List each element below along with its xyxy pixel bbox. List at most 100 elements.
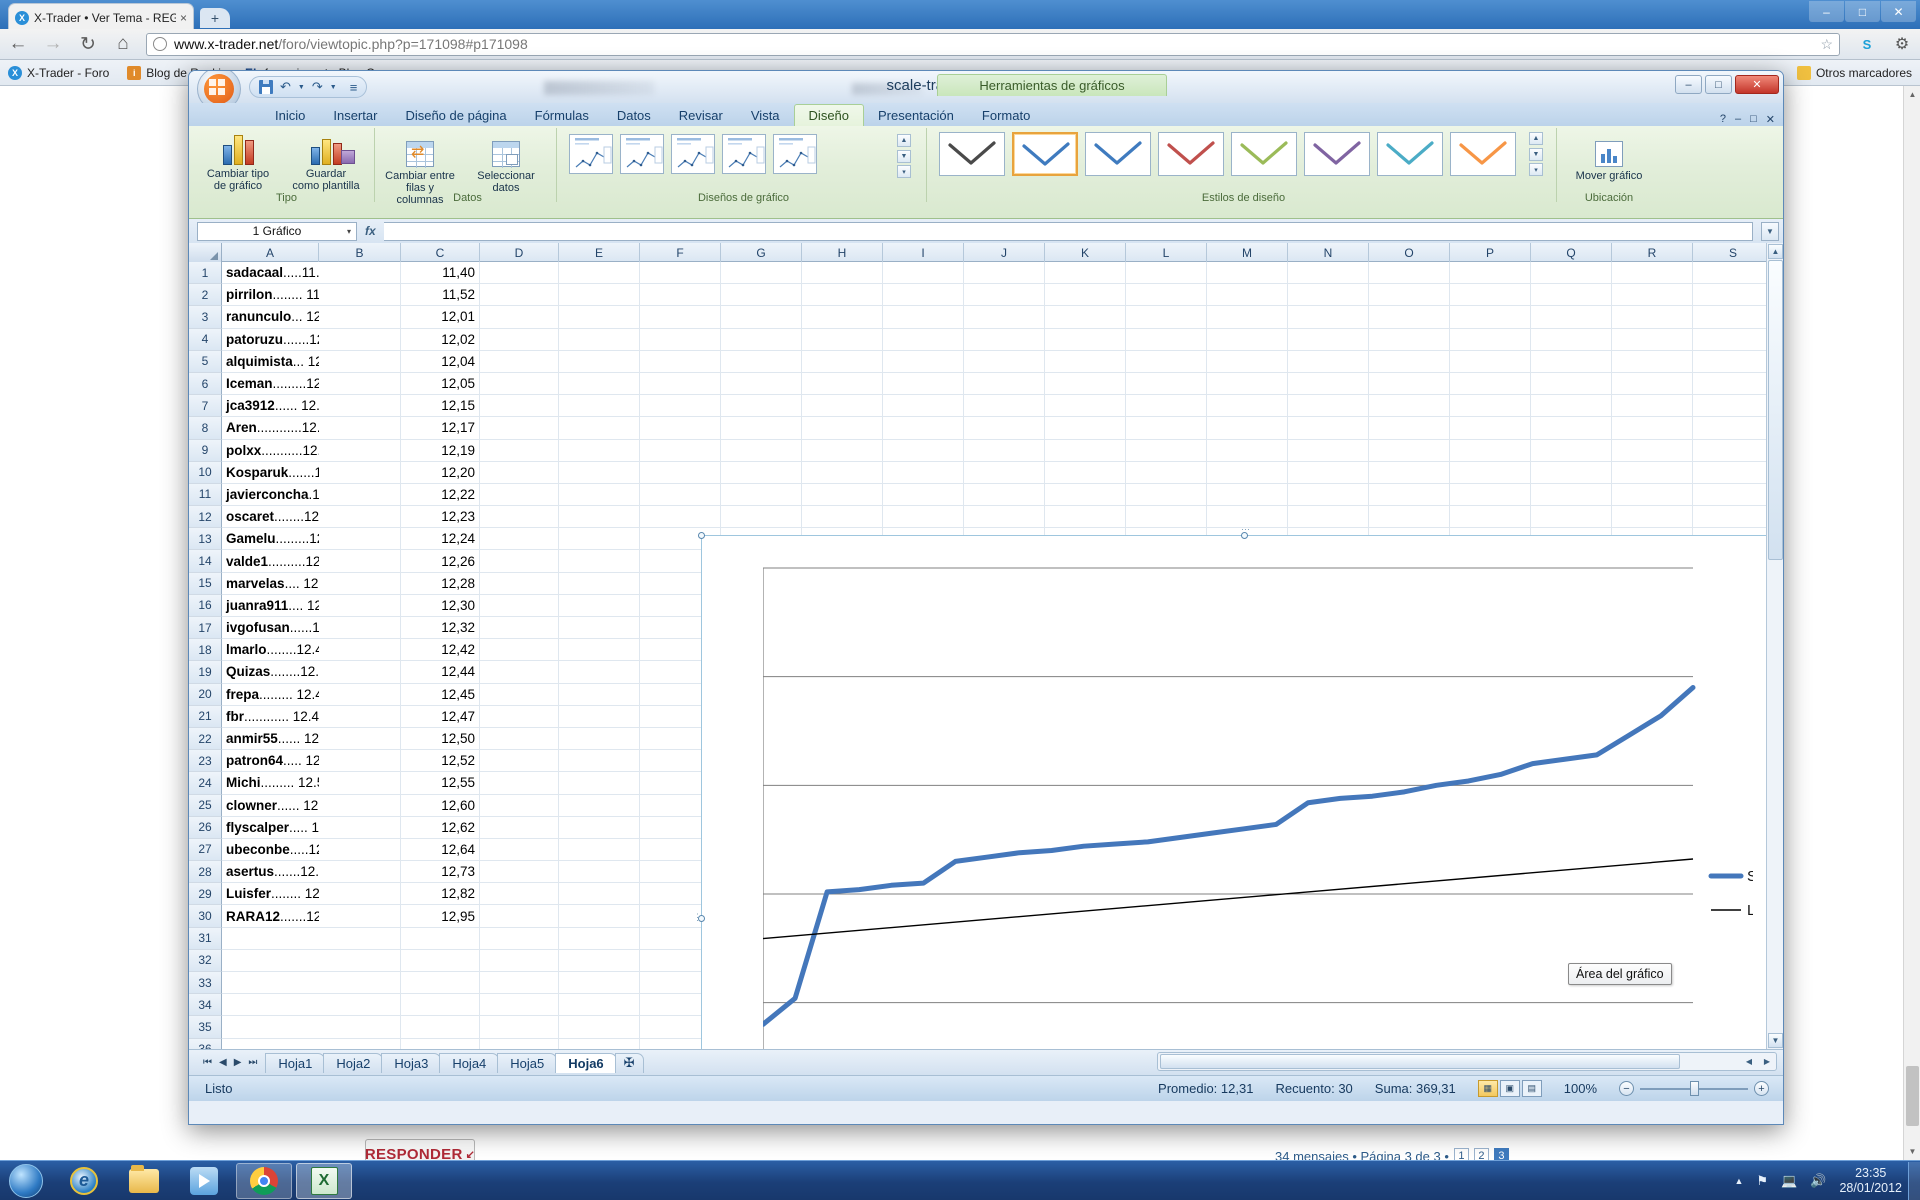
cell-P5[interactable] [1450,350,1531,373]
row-header-26[interactable]: 26 [189,816,222,839]
cell-A4[interactable]: patoruzu.......12.02 [222,329,319,351]
cell-F1[interactable] [640,262,721,285]
tab-revisar[interactable]: Revisar [678,107,723,123]
browser-tab[interactable]: X X-Trader • Ver Tema - REGA × [8,3,194,31]
scroll-up-icon[interactable]: ▲ [1768,244,1783,259]
scrollbar-thumb[interactable] [1906,1066,1919,1126]
scroll-down-icon[interactable]: ▼ [1529,147,1543,161]
cell-Q7[interactable] [1531,395,1612,418]
cell-R5[interactable] [1612,350,1693,373]
cell-N6[interactable] [1288,372,1369,396]
cell-E33[interactable] [559,972,640,995]
mover-grafico-button[interactable]: Mover gráfico [1574,133,1644,182]
row-header-16[interactable]: 16 [189,594,222,617]
cell-B36[interactable] [319,1038,401,1049]
chart-layout-thumbnail-3[interactable] [671,134,715,174]
taskbar-item-excel[interactable]: X [296,1162,352,1199]
cell-S6[interactable] [1693,372,1774,396]
row-header-21[interactable]: 21 [189,705,222,728]
cell-D27[interactable] [480,838,559,862]
other-bookmarks-folder[interactable]: Otros marcadores [1796,65,1912,80]
cell-E21[interactable] [559,705,640,728]
cell-E5[interactable] [559,350,640,373]
cell-C12[interactable]: 12,23 [401,506,480,529]
cell-L5[interactable] [1126,350,1207,373]
cell-D12[interactable] [480,506,559,529]
chart-layout-thumbnail-2[interactable] [620,134,664,174]
row-header-32[interactable]: 32 [189,949,222,972]
cell-B32[interactable] [319,949,401,972]
cell-L12[interactable] [1126,506,1207,529]
cell-C6[interactable]: 12,05 [401,372,480,396]
column-header-I[interactable]: I [883,243,964,262]
row-header-28[interactable]: 28 [189,861,222,884]
cell-B11[interactable] [319,483,401,507]
cell-L4[interactable] [1126,328,1207,351]
row-header-30[interactable]: 30 [189,905,222,928]
cell-E13[interactable] [559,528,640,551]
cell-N3[interactable] [1288,306,1369,329]
cell-E20[interactable] [559,683,640,706]
cell-K12[interactable] [1045,506,1126,529]
cell-P12[interactable] [1450,506,1531,529]
cell-C7[interactable]: 12,15 [401,395,480,418]
cell-Q5[interactable] [1531,350,1612,373]
row-header-23[interactable]: 23 [189,750,222,773]
cell-D29[interactable] [480,883,559,906]
cell-R6[interactable] [1612,372,1693,396]
tab-inicio[interactable]: Inicio [275,107,306,123]
cell-A6[interactable]: Iceman.........12.05 [222,373,319,396]
chart-style-thumbnail-8[interactable] [1450,132,1516,176]
cell-H6[interactable] [802,372,883,396]
cell-F3[interactable] [640,306,721,329]
cell-M11[interactable] [1207,483,1288,507]
style-gallery-scroll[interactable]: ▲ ▼ ▾ [1529,132,1543,176]
cell-E17[interactable] [559,617,640,640]
chart-style-thumbnail-2[interactable] [1012,132,1078,176]
close-icon[interactable]: ✕ [1735,75,1779,94]
cell-E1[interactable] [559,262,640,285]
cell-S7[interactable] [1693,395,1774,418]
cell-L11[interactable] [1126,483,1207,507]
cell-C28[interactable]: 12,73 [401,861,480,884]
cell-G7[interactable] [721,395,802,418]
cell-A10[interactable]: Kosparuk.......12.20 [222,462,319,484]
cell-B24[interactable] [319,772,401,795]
cell-H2[interactable] [802,284,883,307]
cell-D7[interactable] [480,395,559,418]
ribbon-help-icon[interactable]: ? [1719,113,1726,125]
zoom-track[interactable] [1640,1080,1748,1096]
cell-A35[interactable] [222,1016,319,1039]
cell-B7[interactable] [319,395,401,418]
cell-C32[interactable] [401,949,480,972]
cell-N5[interactable] [1288,350,1369,373]
cell-B2[interactable] [319,284,401,307]
cell-E10[interactable] [559,461,640,484]
cell-D8[interactable] [480,417,559,440]
cell-J9[interactable] [964,439,1045,462]
cell-O12[interactable] [1369,506,1450,529]
cell-C24[interactable]: 12,55 [401,772,480,795]
cell-A26[interactable]: flyscalper..... 12.62 [222,817,319,839]
cell-H9[interactable] [802,439,883,462]
cell-S8[interactable] [1693,417,1774,440]
cell-D3[interactable] [480,306,559,329]
cell-D4[interactable] [480,328,559,351]
network-icon[interactable]: ⚑ [1756,1172,1769,1188]
row-header-27[interactable]: 27 [189,838,222,862]
cell-A22[interactable]: anmir55...... 12.50 [222,728,319,751]
cell-A32[interactable] [222,950,319,972]
new-tab-button[interactable]: + [200,8,230,28]
cell-H12[interactable] [802,506,883,529]
row-header-15[interactable]: 15 [189,572,222,595]
column-header-R[interactable]: R [1612,243,1693,262]
cell-H11[interactable] [802,483,883,507]
cell-B10[interactable] [319,461,401,484]
cambiar-tipo-de-grafico-button[interactable]: Cambiar tipo de gráfico [203,131,273,192]
cell-L6[interactable] [1126,372,1207,396]
cell-A23[interactable]: patron64..... 12.52 [222,750,319,773]
cell-G3[interactable] [721,306,802,329]
